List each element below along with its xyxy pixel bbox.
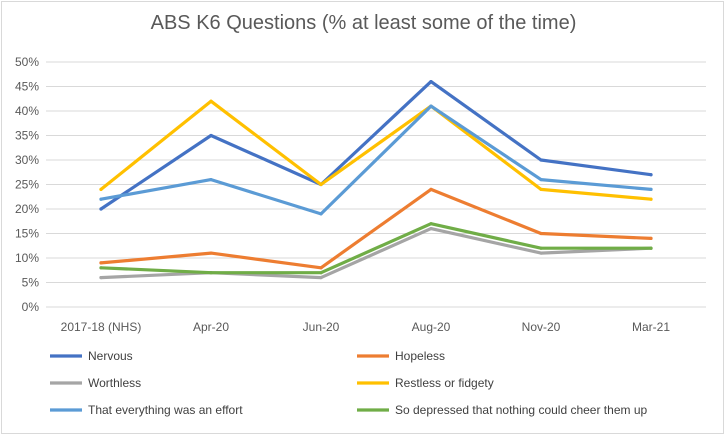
data-point bbox=[319, 266, 323, 270]
series-line-6 bbox=[99, 222, 653, 275]
y-tick-label: 50% bbox=[15, 55, 39, 69]
data-point bbox=[429, 80, 433, 84]
data-point bbox=[99, 266, 103, 270]
legend-entry: That everything was an effort bbox=[50, 403, 243, 417]
data-point bbox=[209, 271, 213, 275]
x-tick-label: Jun-20 bbox=[303, 320, 340, 334]
y-tick-label: 20% bbox=[15, 202, 39, 216]
data-point bbox=[319, 271, 323, 275]
legend-label: So depressed that nothing could cheer th… bbox=[395, 403, 647, 417]
legend-label: Worthless bbox=[88, 376, 141, 390]
y-tick-label: 30% bbox=[15, 153, 39, 167]
legend-label: That everything was an effort bbox=[88, 403, 243, 417]
data-point bbox=[649, 187, 653, 191]
legend-entry: Hopeless bbox=[357, 349, 445, 363]
data-point bbox=[649, 246, 653, 250]
y-tick-label: 40% bbox=[15, 104, 39, 118]
series-line-4 bbox=[99, 99, 653, 201]
data-point bbox=[539, 251, 543, 255]
legend-entry: So depressed that nothing could cheer th… bbox=[357, 403, 647, 417]
chart-title: ABS K6 Questions (% at least some of the… bbox=[150, 12, 577, 34]
y-tick-label: 35% bbox=[15, 129, 39, 143]
x-tick-label: 2017-18 (NHS) bbox=[61, 320, 142, 334]
legend-entry: Worthless bbox=[50, 376, 141, 390]
legend-label: Nervous bbox=[88, 349, 133, 363]
data-point bbox=[539, 178, 543, 182]
legend-label: Hopeless bbox=[395, 349, 445, 363]
data-point bbox=[429, 104, 433, 108]
x-tick-label: Aug-20 bbox=[412, 320, 451, 334]
data-point bbox=[429, 222, 433, 226]
y-tick-label: 25% bbox=[15, 178, 39, 192]
x-tick-label: Apr-20 bbox=[193, 320, 229, 334]
y-tick-label: 5% bbox=[22, 276, 40, 290]
series-line-3 bbox=[99, 227, 653, 280]
data-point bbox=[539, 246, 543, 250]
data-point bbox=[99, 187, 103, 191]
data-point bbox=[539, 231, 543, 236]
data-point bbox=[99, 207, 103, 211]
x-tick-label: Mar-21 bbox=[632, 320, 670, 334]
y-axis: 0% 5% 10% 15% 20% 25% 30% 35% 40% 45% 50% bbox=[15, 55, 39, 314]
series-line-5 bbox=[99, 104, 653, 216]
data-point bbox=[209, 99, 213, 103]
x-axis: 2017-18 (NHS) Apr-20 Jun-20 Aug-20 Nov-20 Mar… bbox=[61, 320, 671, 334]
data-point bbox=[649, 173, 653, 177]
data-point bbox=[99, 276, 103, 280]
series-line-2 bbox=[99, 187, 653, 270]
legend-entry: Restless or fidgety bbox=[357, 376, 494, 390]
data-point bbox=[539, 158, 543, 162]
data-point bbox=[429, 227, 433, 231]
x-tick-label: Nov-20 bbox=[522, 320, 561, 334]
data-point bbox=[209, 251, 213, 255]
legend: Nervous Hopeless Worthless Restless or fidg… bbox=[50, 349, 647, 417]
y-tick-label: 15% bbox=[15, 227, 39, 241]
data-point bbox=[319, 276, 323, 280]
legend-entry: Nervous bbox=[50, 349, 133, 363]
data-point bbox=[649, 197, 653, 201]
data-point bbox=[539, 187, 543, 191]
series-line-1 bbox=[99, 79, 653, 211]
series-lines bbox=[99, 79, 653, 280]
data-point bbox=[429, 187, 433, 191]
data-point bbox=[99, 197, 103, 201]
data-point bbox=[649, 236, 653, 240]
data-point bbox=[319, 212, 323, 216]
data-point bbox=[319, 182, 323, 187]
legend-label: Restless or fidgety bbox=[395, 376, 494, 390]
data-point bbox=[99, 261, 103, 265]
data-point bbox=[209, 133, 213, 138]
data-point bbox=[209, 178, 213, 182]
y-tick-label: 45% bbox=[15, 80, 39, 94]
y-tick-label: 10% bbox=[15, 251, 39, 265]
y-tick-label: 0% bbox=[22, 300, 40, 314]
